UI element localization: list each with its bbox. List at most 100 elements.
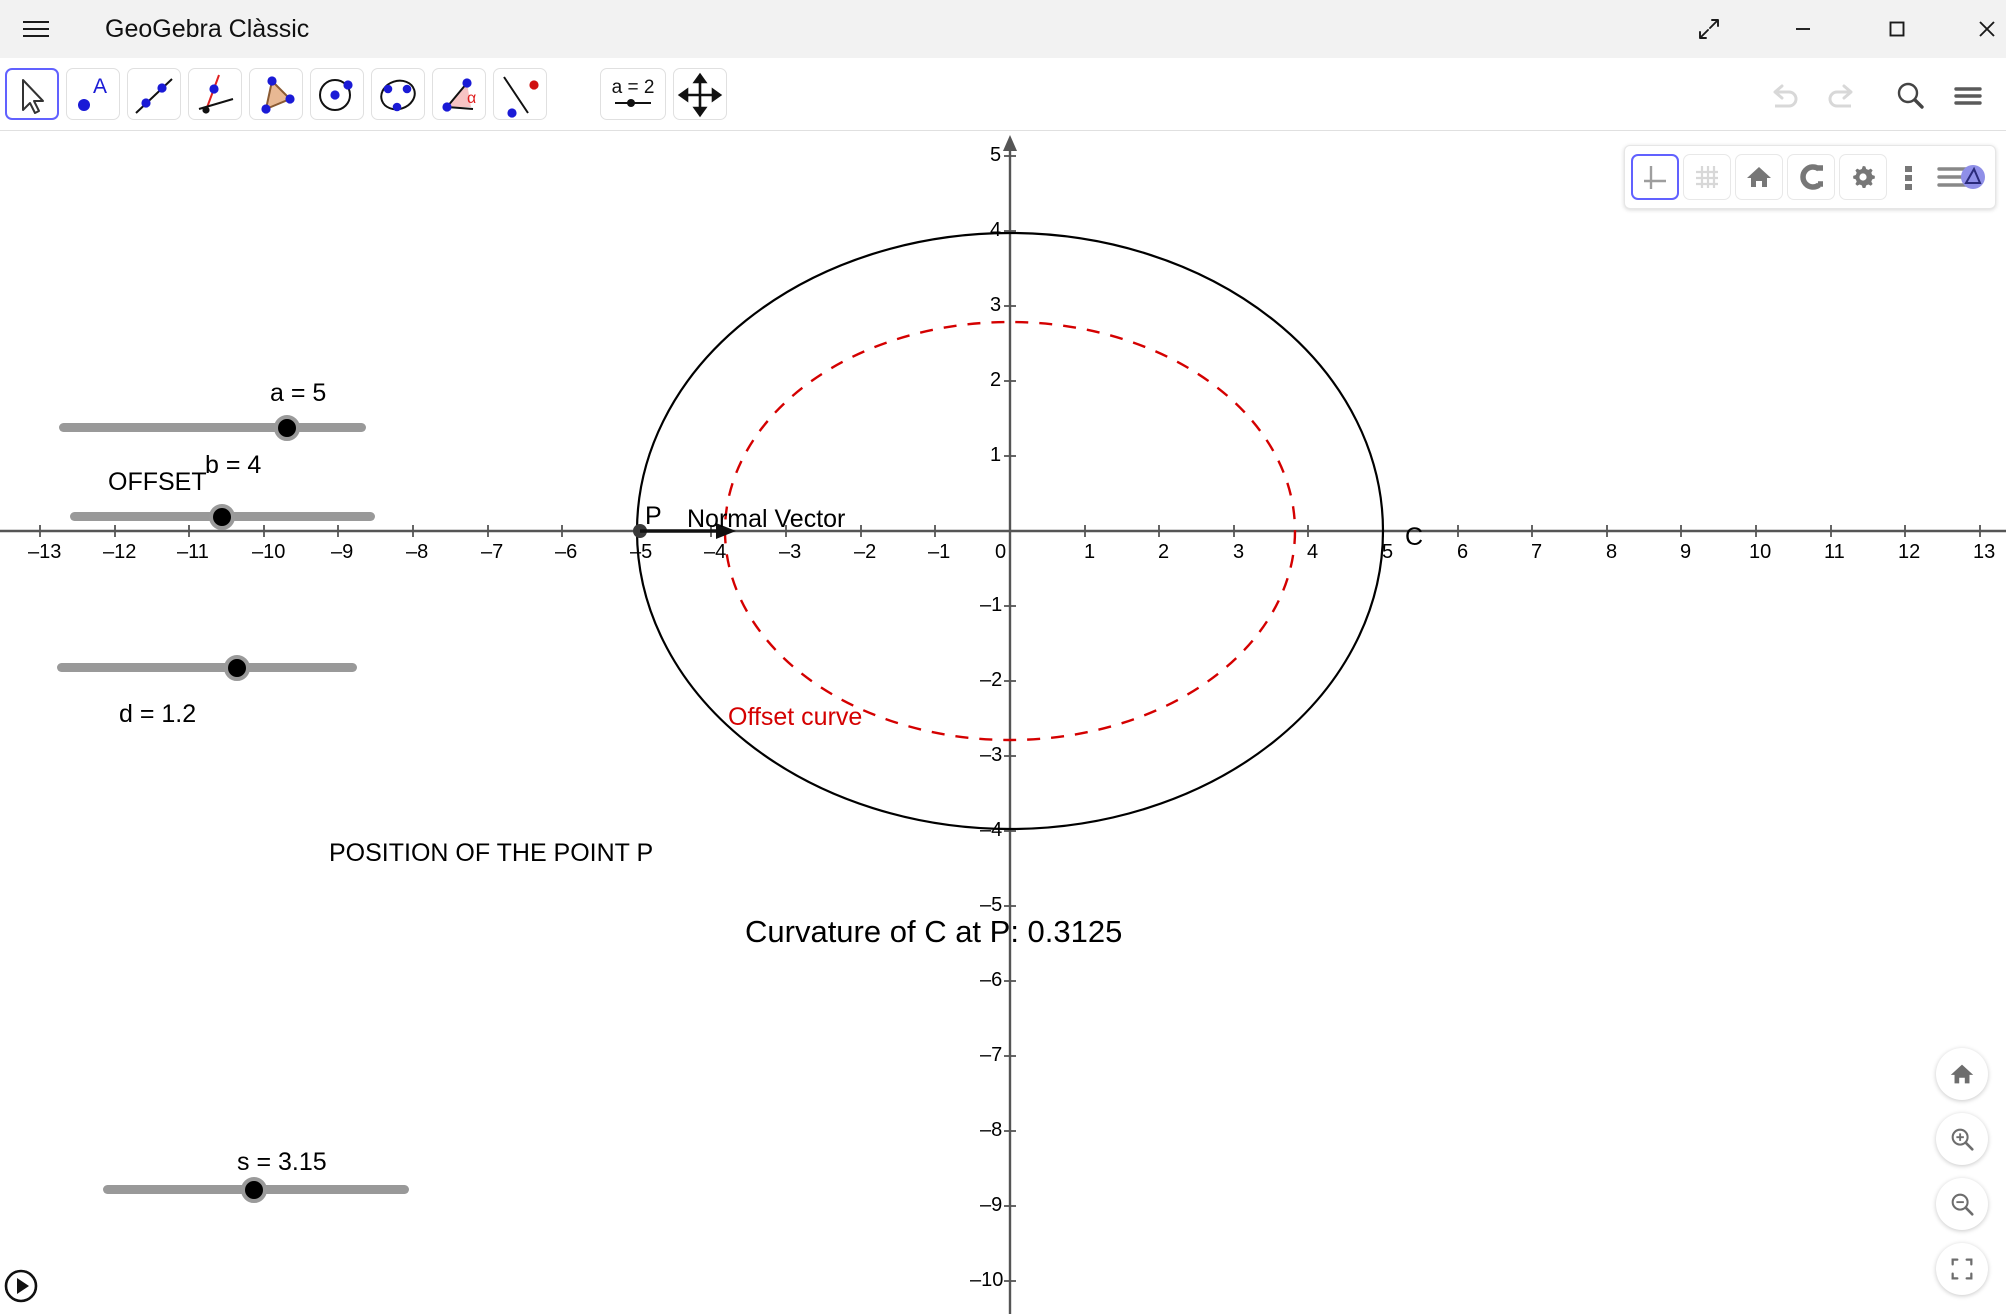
polygon-tool[interactable] [249, 68, 303, 120]
fullscreen-button[interactable] [1936, 1243, 1988, 1295]
x-tick--11: –11 [177, 541, 209, 563]
undo-button[interactable] [1762, 74, 1806, 118]
svg-text:a = 2: a = 2 [612, 77, 655, 98]
y-tick-4: 4 [990, 219, 1002, 241]
point-tool[interactable]: A [66, 68, 120, 120]
slider-b-knob[interactable] [209, 504, 235, 530]
y-tick-5: 5 [990, 144, 1002, 166]
close-button[interactable] [1956, 0, 2006, 58]
x-tick--4: –4 [704, 541, 727, 563]
conic-tool[interactable] [371, 68, 425, 120]
x-tick--10: –10 [252, 541, 286, 563]
play-animation-button[interactable] [3, 1268, 43, 1308]
title-bar: GeoGebra Clàssic [0, 0, 2006, 59]
position-of-point-text: POSITION OF THE POINT P [329, 839, 654, 867]
x-tick-1: 1 [1084, 541, 1096, 563]
zoom-in-button[interactable] [1936, 1113, 1988, 1165]
y-tick--1: –1 [980, 594, 1003, 616]
perpendicular-line-tool[interactable] [188, 68, 242, 120]
x-tick--2: –2 [854, 541, 877, 563]
x-tick--8: –8 [406, 541, 429, 563]
x-tick--9: –9 [331, 541, 354, 563]
standard-view-button[interactable] [1735, 154, 1783, 200]
x-tick--13: –13 [28, 541, 62, 563]
graphics-view[interactable]: –13 –12 –11 –10 –9 –8 –7 –6 –5 –4 –3 –2 … [0, 131, 2006, 1314]
x-tick--6: –6 [555, 541, 578, 563]
y-tick--4: –4 [980, 819, 1003, 841]
redo-button[interactable] [1820, 74, 1864, 118]
magnifier-plus-icon [1951, 1128, 1974, 1151]
y-tick-1: 1 [990, 444, 1002, 466]
circle-tool[interactable] [310, 68, 364, 120]
x-tick-11: 11 [1824, 541, 1845, 563]
line-through-two-points-icon [135, 78, 173, 114]
move-tool[interactable] [5, 68, 59, 120]
offset-curve-label: Offset curve [728, 703, 863, 731]
slider-d-track[interactable] [57, 663, 357, 672]
show-grid-button[interactable] [1683, 154, 1731, 200]
slider-a-track[interactable] [59, 423, 366, 432]
graphics-view-toggle-button[interactable] [1931, 154, 1989, 200]
reflect-about-line-icon [503, 76, 539, 118]
arrow-cursor-icon [22, 79, 44, 114]
x-tick--12: –12 [103, 541, 137, 563]
angle-tool[interactable]: α [432, 68, 486, 120]
three-dots-vertical-icon [1905, 166, 1912, 190]
settings-button[interactable] [1839, 154, 1887, 200]
x-tick-5: 5 [1382, 541, 1394, 563]
maximize-icon [1889, 21, 1905, 37]
snap-to-grid-button[interactable] [1787, 154, 1835, 200]
pan-tool[interactable] [673, 68, 727, 120]
slider-a-knob[interactable] [274, 415, 300, 441]
slider-s-knob[interactable] [241, 1177, 267, 1203]
reflect-tool[interactable] [493, 68, 547, 120]
redo-icon [1828, 84, 1853, 108]
ellipse-icon [380, 79, 416, 112]
home-icon [1747, 167, 1771, 187]
gear-icon [1853, 166, 1875, 188]
minimize-button[interactable] [1772, 0, 1834, 58]
svg-text:A: A [93, 75, 107, 98]
curve-c-label: C [1405, 523, 1424, 551]
y-tick--9: –9 [980, 1194, 1003, 1216]
slider-d-knob[interactable] [224, 655, 250, 681]
y-tick--6: –6 [980, 969, 1003, 991]
graphics-view-icon [1937, 165, 1985, 189]
fullscreen-icon [1951, 1258, 1973, 1280]
y-tick--7: –7 [980, 1044, 1003, 1066]
y-tick-2: 2 [990, 369, 1002, 391]
x-tick-10: 10 [1749, 541, 1772, 563]
normal-vector-label: Normal Vector [687, 505, 846, 533]
y-axis-ticks [1004, 155, 1016, 1282]
zoom-out-button[interactable] [1936, 1178, 1988, 1230]
y-tick--5: –5 [980, 894, 1003, 916]
show-axes-button[interactable] [1631, 154, 1679, 200]
slider-a-equals-2-icon: a = 2 [612, 77, 655, 107]
expand-button[interactable] [1678, 0, 1740, 58]
y-tick--8: –8 [980, 1119, 1003, 1141]
reset-view-button[interactable] [1936, 1048, 1988, 1100]
maximize-button[interactable] [1866, 0, 1928, 58]
x-tick-7: 7 [1531, 541, 1543, 563]
search-button[interactable] [1888, 74, 1932, 118]
curvature-text: Curvature of C at P: 0.3125 [745, 914, 1123, 949]
polygon-icon [261, 76, 295, 114]
x-tick-13: 13 [1973, 541, 1996, 563]
magnet-icon [1800, 164, 1823, 190]
app-title: GeoGebra Clàssic [105, 15, 310, 43]
slider-tool[interactable]: a = 2 [600, 68, 666, 120]
x-axis-ticks [39, 525, 1981, 537]
undo-icon [1773, 84, 1798, 108]
x-tick--7: –7 [481, 541, 504, 563]
more-options-button[interactable] [1891, 154, 1927, 200]
hamburger-icon[interactable] [16, 10, 56, 48]
grid-icon [1696, 166, 1718, 188]
main-menu-button[interactable] [1946, 74, 1990, 118]
slider-b-extra-label: OFFSET [108, 468, 207, 496]
home-icon [1950, 1064, 1974, 1084]
graphics-style-bar [1624, 145, 1996, 209]
circle-center-point-icon [319, 79, 353, 111]
play-circle-icon [4, 1269, 38, 1303]
x-tick-4: 4 [1307, 541, 1319, 563]
line-tool[interactable] [127, 68, 181, 120]
